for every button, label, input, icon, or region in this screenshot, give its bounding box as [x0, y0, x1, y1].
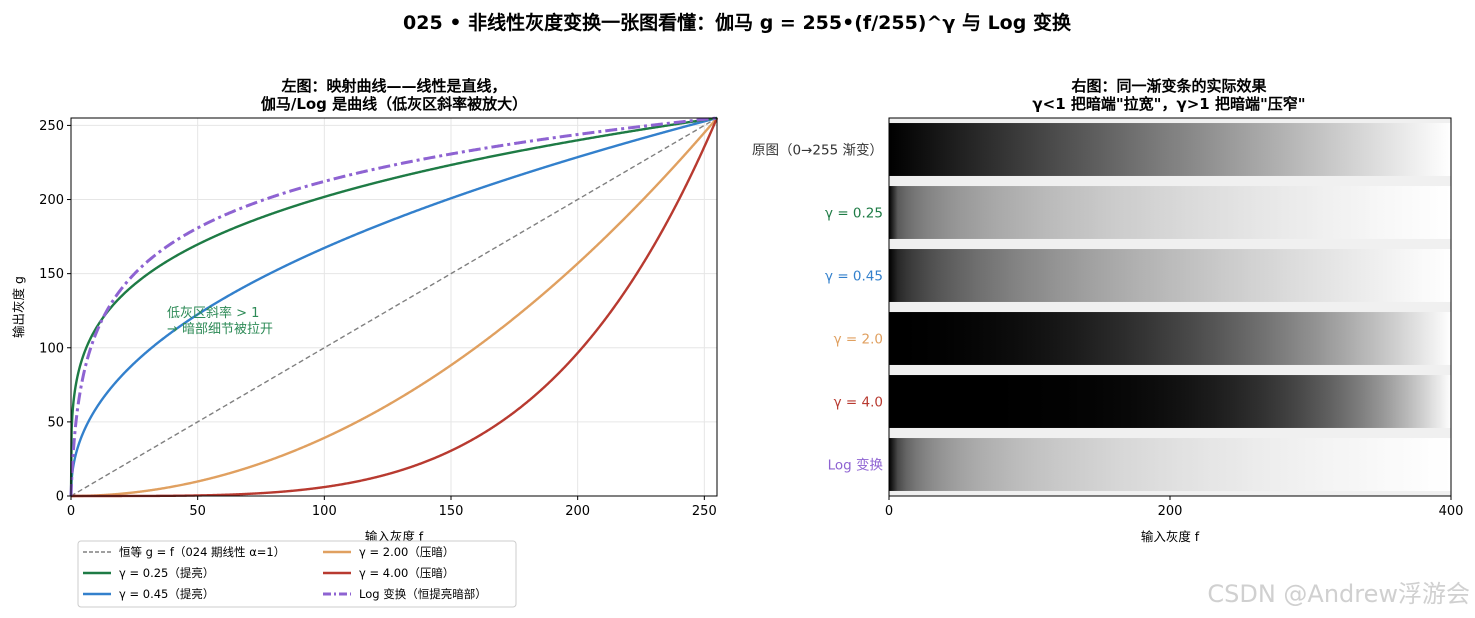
right-x-tick-label: 200 [1158, 504, 1183, 519]
left-chart: 左图：映射曲线——线性是直线， 伽马/Log 是曲线（低灰区斜率被放大） 0 50… [11, 77, 719, 608]
row-label-2: γ = 0.45 [825, 269, 883, 285]
row-label-5: Log 变换 [828, 458, 884, 474]
right-x-tick-label: 0 [885, 504, 893, 519]
left-ticks: 0 50 100 150 200 250 0 50 100 150 200 250 [39, 119, 717, 519]
legend-box [77, 540, 517, 608]
y-tick-label: 50 [47, 415, 64, 430]
right-plot-background [889, 118, 1451, 496]
legend-label-2: γ = 0.45（提亮） [119, 587, 214, 601]
x-tick-label: 50 [189, 504, 206, 519]
gradient-bar-4 [889, 375, 1451, 428]
legend-label-5: Log 变换（恒提亮暗部） [359, 587, 487, 601]
gradient-bar-3 [889, 312, 1451, 365]
series-line-1 [69, 116, 718, 497]
x-tick-label: 250 [692, 504, 717, 519]
y-tick-label: 200 [39, 193, 64, 208]
row-label-3: γ = 2.0 [834, 332, 883, 348]
left-xlabel: 输入灰度 f [365, 529, 424, 544]
x-tick-label: 100 [312, 504, 337, 519]
x-tick-label: 200 [565, 504, 590, 519]
right-xlabel: 输入灰度 f [1141, 529, 1200, 544]
legend-label-3: γ = 2.00（压暗） [359, 545, 454, 559]
left-annotation-line1: 低灰区斜率 > 1 [167, 305, 259, 321]
left-legend: 恒等 g = f（024 期线性 α=1） γ = 0.25（提亮） γ = 0.4… [77, 540, 517, 608]
series-line-0 [70, 117, 718, 497]
legend-label-1: γ = 0.25（提亮） [119, 566, 214, 580]
watermark: CSDN @Andrew浮游会 [1207, 580, 1470, 608]
left-ylabel: 输出灰度 g [11, 276, 26, 338]
row-label-4: γ = 4.0 [834, 395, 883, 411]
left-annotation-line2: → 暗部细节被拉开 [167, 322, 273, 337]
legend-label-0: 恒等 g = f（024 期线性 α=1） [119, 545, 285, 559]
right-chart-title-line2: γ<1 把暗端"拉宽"，γ>1 把暗端"压窄" [1032, 95, 1305, 113]
x-tick-label: 0 [67, 504, 75, 519]
row-label-1: γ = 0.25 [825, 206, 883, 222]
right-rows: 原图（0→255 渐变） γ = 0.25 γ = 0.45 γ = 2.0 γ = 4… [752, 123, 1451, 491]
left-chart-title-line2: 伽马/Log 是曲线（低灰区斜率被放大） [261, 95, 527, 113]
series-line-3 [70, 117, 718, 498]
gradient-bar-0 [889, 123, 1451, 176]
gradient-bar-5 [889, 438, 1451, 491]
series-line-5 [69, 116, 718, 497]
legend-label-4: γ = 4.00（压暗） [359, 566, 454, 580]
y-tick-label: 150 [39, 267, 64, 282]
y-tick-label: 100 [39, 341, 64, 356]
row-label-0: 原图（0→255 渐变） [752, 143, 883, 159]
right-x-tick-label: 400 [1439, 504, 1464, 519]
y-tick-label: 0 [56, 490, 64, 505]
gradient-bar-2 [889, 249, 1451, 302]
gradient-bar-1 [889, 186, 1451, 239]
right-chart-title-line1: 右图：同一渐变条的实际效果 [1071, 77, 1267, 95]
series-line-2 [69, 116, 718, 497]
right-chart: 右图：同一渐变条的实际效果 γ<1 把暗端"拉宽"，γ>1 把暗端"压窄" 原图… [752, 77, 1463, 544]
left-plot-frame [70, 117, 718, 497]
x-tick-label: 150 [439, 504, 464, 519]
figure-suptitle: 025 • 非线性灰度变换一张图看懂：伽马 g = 255•(f/255)^γ … [403, 11, 1072, 34]
y-tick-label: 250 [39, 119, 64, 134]
legend-items: 恒等 g = f（024 期线性 α=1） γ = 0.25（提亮） γ = 0.4… [83, 545, 487, 601]
left-chart-title-line1: 左图：映射曲线——线性是直线， [280, 77, 506, 95]
right-ticks: 0 200 400 [885, 496, 1464, 519]
